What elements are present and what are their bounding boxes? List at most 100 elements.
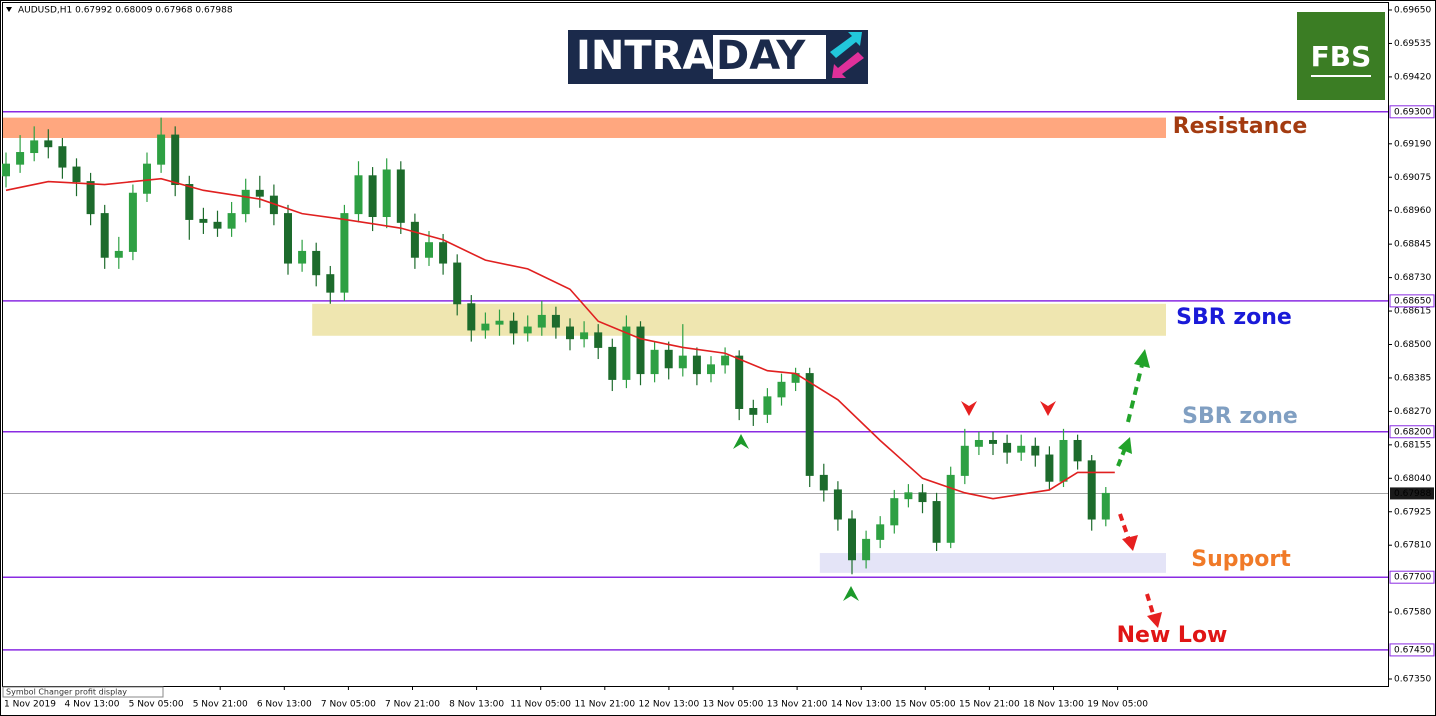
candle-body [551,314,560,328]
candle-body [1017,445,1026,453]
candle-body [481,323,490,331]
pivot-marker [733,434,749,449]
x-tick-label: 13 Nov 05:00 [703,700,764,710]
candle-body [960,445,969,476]
candle-body [453,262,462,305]
candle-body [580,332,589,340]
candle-body [622,326,631,380]
y-tick-label: 0.69535 [1394,39,1431,49]
level-label-box [1389,643,1435,657]
candle-body [467,303,476,331]
candle-body [876,524,885,540]
candle-body [904,492,913,500]
candle-body [72,166,81,183]
candle-body [946,474,955,543]
candle-body [1101,492,1110,520]
candle-body [1059,439,1068,482]
candle-body [213,221,222,229]
y-tick-label: 0.68270 [1394,407,1431,417]
logo-text: DAY [716,33,806,79]
candle-body [664,349,673,369]
x-tick-label: 18 Nov 13:00 [1023,700,1084,710]
candle-body [86,181,95,215]
candle-body [255,189,264,197]
candle-body [368,175,377,218]
y-tick-label: 0.68730 [1394,273,1431,283]
logo-highlight [713,35,826,79]
candle-body [44,140,53,148]
candle-body [199,218,208,223]
candle-body [833,489,842,520]
candle-body [650,349,659,375]
candle-body [721,355,730,366]
y-tick-label: 0.68615 [1394,307,1431,317]
x-tick-label: 15 Nov 21:00 [959,700,1020,710]
y-tick-label: 0.69190 [1394,139,1431,149]
x-tick-label: 13 Nov 21:00 [767,700,828,710]
candle-body [566,326,574,340]
projection-arrow [1118,513,1131,541]
x-tick-label: 15 Nov 05:00 [895,700,956,710]
projection-arrow-head [1147,612,1162,628]
candle-body [1087,460,1096,520]
candle-body [692,355,701,375]
footer-text: Symbol Changer profit display [6,688,127,697]
candle-body [608,346,617,380]
candle-body [890,498,899,526]
zone [3,117,1166,138]
candle-body [974,439,983,447]
x-tick-label: 19 Nov 05:00 [1087,700,1148,710]
pivot-marker [843,586,859,601]
candle-body [495,320,504,325]
zone [819,553,1166,573]
candle-body [100,213,109,258]
level-label: 0.67450 [1394,645,1431,655]
candle-body [932,501,941,543]
level-label: 0.68650 [1394,296,1431,306]
candle-body [298,250,307,264]
candle-body [340,213,349,293]
y-tick-label: 0.68845 [1394,240,1431,250]
y-tick-label: 0.69075 [1394,173,1431,183]
candle-body [2,163,10,177]
logo-arrow-down [832,52,864,78]
candle-body [537,314,546,328]
x-tick-label: 4 Nov 13:00 [65,700,120,710]
y-tick-label: 0.69420 [1394,72,1431,82]
candle-body [918,492,927,503]
candle-body [989,439,997,444]
candle-body [777,381,786,398]
projection-arrow-head [1118,437,1132,454]
x-tick-label: 8 Nov 13:00 [449,700,504,710]
x-tick-label: 6 Nov 13:00 [257,700,312,710]
pivot-marker [961,401,977,416]
logo-arrow-up [830,32,862,58]
candle-body [805,373,814,476]
candle-body [284,213,292,264]
x-tick-label: 5 Nov 21:00 [193,700,248,710]
y-tick-label: 0.68960 [1394,206,1431,216]
candle-body [523,326,532,334]
x-tick-label: 14 Nov 13:00 [831,700,892,710]
level-label: 0.67700 [1394,573,1431,583]
logo-text: INTRA [576,33,713,79]
annotation: New Low [1117,623,1228,648]
level-label: 0.68200 [1394,427,1431,437]
y-tick-label: 0.69650 [1394,6,1431,16]
level-label-box [1389,425,1435,439]
candle-body [241,189,250,215]
y-tick-label: 0.68040 [1394,474,1431,484]
y-tick-label: 0.68155 [1394,440,1431,450]
x-tick-label: 12 Nov 13:00 [639,700,700,710]
projection-arrow [1126,364,1144,423]
candle-body [227,213,236,229]
y-tick-label: 0.68385 [1394,373,1431,383]
x-tick-label: 11 Nov 05:00 [510,700,571,710]
footer-box [2,686,164,698]
candle-body [128,192,137,252]
x-tick-label: 7 Nov 21:00 [385,700,440,710]
current-price-label: 0.67988 [1394,489,1431,499]
candle-body [636,326,645,375]
